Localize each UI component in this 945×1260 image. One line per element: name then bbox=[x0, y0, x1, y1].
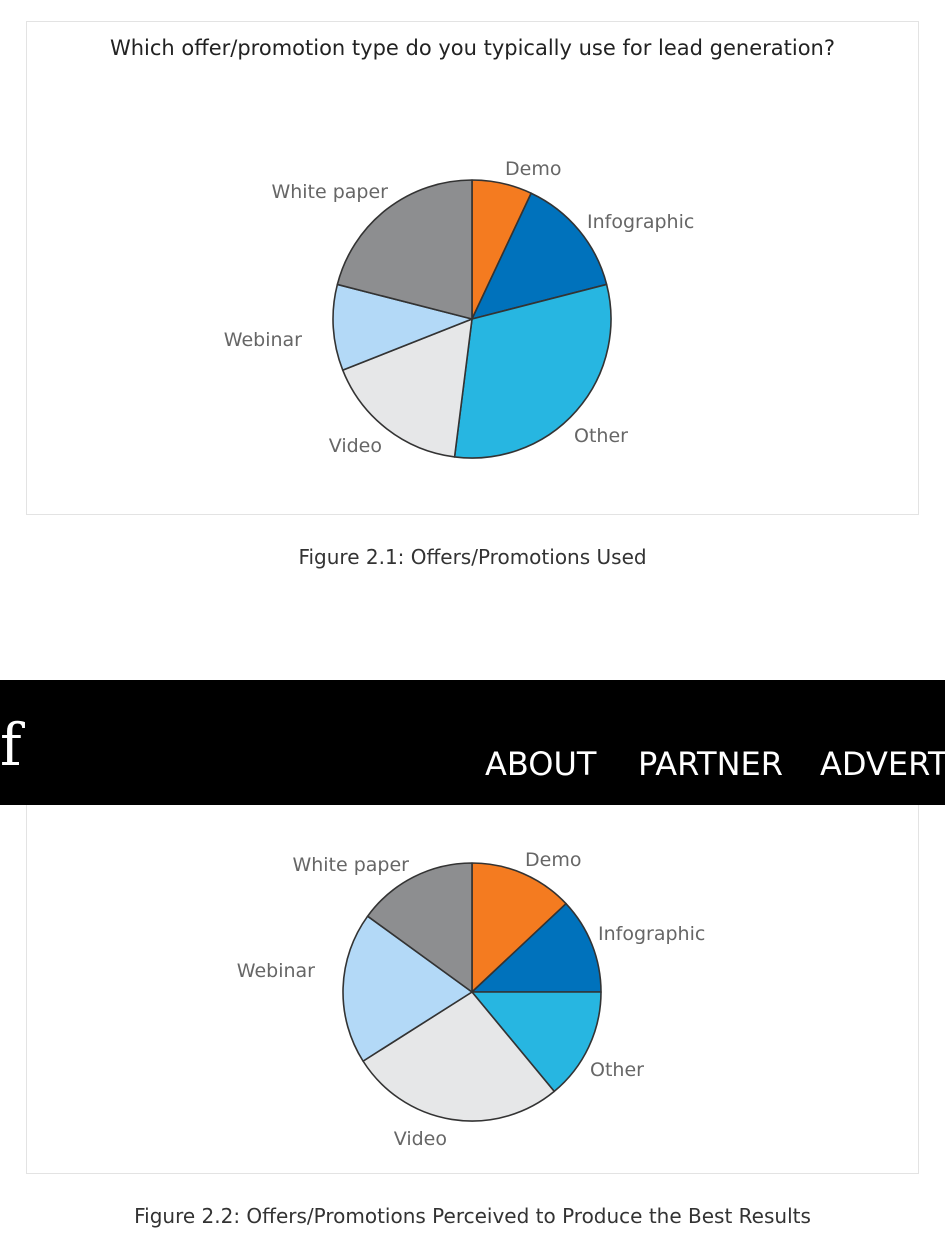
pie-slice-webinar bbox=[342, 915, 473, 1062]
figure-caption-2: Figure 2.2: Offers/Promotions Perceived … bbox=[134, 1204, 811, 1228]
chart-title: Which offer/promotion type do you typica… bbox=[109, 36, 836, 60]
nav-about[interactable]: ABOUT bbox=[485, 745, 597, 783]
pie-label-white-paper: White paper bbox=[292, 854, 409, 876]
pie-label-other: Other bbox=[574, 425, 628, 447]
pie-label-infographic: Infographic bbox=[587, 211, 694, 233]
pie-slice-white-paper bbox=[366, 862, 473, 993]
figure-caption-1: Figure 2.1: Offers/Promotions Used bbox=[298, 545, 647, 569]
pie-slice-infographic bbox=[471, 902, 602, 993]
nav-advertise[interactable]: ADVERTI bbox=[820, 745, 945, 783]
pie-label-demo: Demo bbox=[505, 158, 561, 180]
pie-label-video: Video bbox=[394, 1128, 447, 1150]
nav-partner[interactable]: PARTNER bbox=[638, 745, 783, 783]
pie-slice-webinar bbox=[332, 283, 473, 371]
pie-slice-other bbox=[471, 991, 602, 1093]
pie-slice-video bbox=[362, 991, 556, 1122]
pie-slice-video bbox=[341, 318, 473, 458]
pie-label-white-paper: White paper bbox=[271, 181, 388, 203]
pie-label-video: Video bbox=[329, 435, 382, 457]
pie-label-webinar: Webinar bbox=[237, 960, 315, 982]
pie-slice-other bbox=[453, 283, 612, 459]
site-logo[interactable]: f bbox=[0, 711, 22, 779]
pie-label-other: Other bbox=[590, 1059, 644, 1081]
pie-chart-1: Demo Infographic Other Video Webinar White pa… bbox=[224, 158, 694, 459]
pie-label-infographic: Infographic bbox=[598, 923, 705, 945]
pie-label-webinar: Webinar bbox=[224, 329, 302, 351]
pie-slice-demo bbox=[471, 862, 567, 993]
site-header-bar: f ABOUT PARTNER ADVERTI bbox=[0, 680, 945, 805]
pie-slice-white-paper bbox=[336, 179, 473, 320]
pie-label-demo: Demo bbox=[525, 849, 581, 871]
pie-slice-infographic bbox=[471, 192, 608, 320]
